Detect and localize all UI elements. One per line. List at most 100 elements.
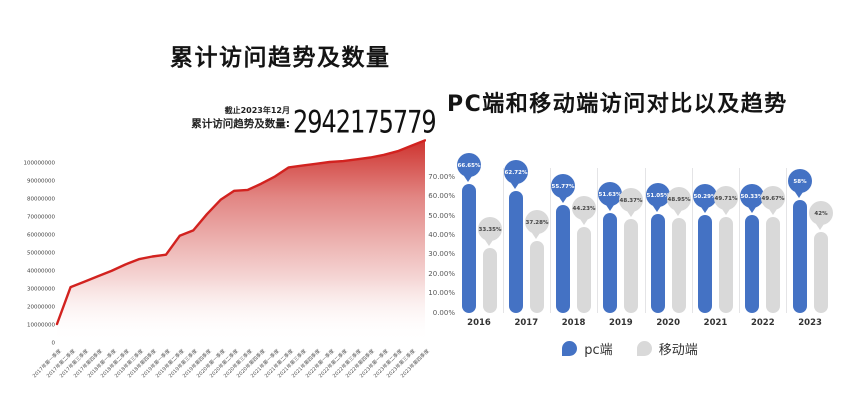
value-balloon-text: 42% xyxy=(814,209,828,216)
y-axis-tick-label: 30.00% xyxy=(428,250,455,259)
group-separator xyxy=(786,168,788,313)
value-balloon: 51.05% xyxy=(645,182,670,207)
value-balloon: 33.35% xyxy=(477,217,502,242)
bar-mobile[interactable] xyxy=(813,231,828,313)
value-balloon-tail xyxy=(795,192,804,199)
y-axis-tick-label: 40000000 xyxy=(27,266,55,274)
kpi-label: 累计访问趋势及数量: xyxy=(191,118,290,130)
y-axis-tick-label: 70000000 xyxy=(27,212,55,220)
y-axis-tick-label: 50.00% xyxy=(428,211,455,220)
value-balloon-tail xyxy=(626,211,635,218)
y-axis-tick-label: 10000000 xyxy=(27,320,55,328)
value-balloon-text: 62.72% xyxy=(504,169,528,176)
value-balloon-text: 51.63% xyxy=(598,190,622,198)
value-balloon-tail xyxy=(532,232,541,239)
value-balloon-text: 49.71% xyxy=(714,194,738,201)
right-chart-title: PC端和移动端访问对比以及趋势 xyxy=(447,92,788,117)
value-balloon-tail xyxy=(558,196,567,203)
value-balloon: 66.65% xyxy=(456,152,481,177)
y-axis-tick-label: 70.00% xyxy=(428,172,455,181)
kpi-caption: 截止2023年12月 xyxy=(224,106,290,115)
y-axis-tick-label: 50000000 xyxy=(27,248,55,256)
value-balloon: 50.33% xyxy=(740,184,765,209)
left-chart-title: 累计访问趋势及数量 xyxy=(170,45,391,71)
value-balloon-tail xyxy=(511,183,520,190)
kpi-value: 2942175779 xyxy=(293,104,437,141)
value-balloon: 51.63% xyxy=(598,181,623,206)
group-separator xyxy=(597,168,599,313)
bar-pc[interactable] xyxy=(698,215,712,313)
bar-mobile[interactable] xyxy=(719,216,733,313)
value-balloon-text: 51.05% xyxy=(646,191,670,199)
y-axis-tick-label: 90000000 xyxy=(27,176,55,184)
kpi-block: 截止2023年12月 累计访问趋势及数量: xyxy=(130,106,290,131)
area-fill xyxy=(57,140,425,342)
year-label: 2021 xyxy=(703,318,728,328)
group-separator xyxy=(691,168,693,313)
value-balloon-tail xyxy=(721,208,730,215)
y-axis-tick-label: 80000000 xyxy=(27,194,55,202)
value-balloon: 49.71% xyxy=(714,185,738,210)
bar-mobile[interactable] xyxy=(671,218,686,313)
legend-drop-icon xyxy=(636,341,652,356)
legend-item[interactable]: 移动端 xyxy=(636,339,698,358)
value-balloon-text: 50.33% xyxy=(740,193,764,200)
bar-mobile[interactable] xyxy=(766,216,781,313)
trend-line[interactable] xyxy=(55,139,426,326)
group-separator xyxy=(644,168,646,313)
value-balloon-text: 66.65% xyxy=(457,161,480,168)
value-balloon-tail xyxy=(653,205,662,212)
value-balloon: 48.95% xyxy=(666,187,691,212)
bar-pc[interactable] xyxy=(603,212,618,313)
bar-mobile[interactable] xyxy=(577,227,592,313)
bar-pc[interactable] xyxy=(461,183,476,313)
value-balloon: 55.77% xyxy=(551,173,576,198)
y-axis-tick-label: 40.00% xyxy=(428,230,455,239)
bar-pc[interactable] xyxy=(556,204,571,313)
year-label: 2022 xyxy=(750,318,775,328)
value-balloon-tail xyxy=(747,207,756,214)
value-balloon: 48.37% xyxy=(619,188,644,213)
year-label: 2020 xyxy=(656,318,681,328)
cumulative-area-chart[interactable] xyxy=(45,135,426,345)
group-separator xyxy=(502,168,504,313)
y-axis-tick-label: 20000000 xyxy=(27,302,55,310)
value-balloon-tail xyxy=(816,223,825,230)
value-balloon-tail xyxy=(768,208,777,215)
value-balloon: 44.23% xyxy=(572,196,597,221)
bar-pc[interactable] xyxy=(650,213,665,313)
bar-mobile[interactable] xyxy=(529,240,544,313)
year-label: 2018 xyxy=(561,318,586,328)
group-separator xyxy=(739,168,741,313)
value-balloon-tail xyxy=(605,204,614,211)
y-axis-tick-label: 30000000 xyxy=(27,284,55,292)
group-separator xyxy=(549,168,551,313)
legend-label: 移动端 xyxy=(658,343,698,358)
y-axis-tick-label: 100000000 xyxy=(23,158,56,166)
value-balloon-text: 44.23% xyxy=(572,204,596,212)
value-balloon: 62.72% xyxy=(503,160,528,185)
value-balloon-text: 49.67% xyxy=(761,194,785,201)
value-balloon: 42% xyxy=(808,200,833,225)
value-balloon-text: 48.37% xyxy=(619,196,643,204)
value-balloon-tail xyxy=(674,210,683,217)
legend-item[interactable]: pc端 xyxy=(562,339,613,358)
value-balloon-tail xyxy=(700,207,709,214)
value-balloon-text: 33.35% xyxy=(478,226,501,233)
bar-pc[interactable] xyxy=(792,200,807,313)
value-balloon: 50.29% xyxy=(693,184,717,209)
y-axis-tick-label: 60000000 xyxy=(27,230,55,238)
legend-label: pc端 xyxy=(584,343,613,358)
y-axis-tick-label: 0.00% xyxy=(432,308,455,317)
year-label: 2023 xyxy=(798,318,822,328)
value-balloon-text: 50.29% xyxy=(693,193,717,200)
value-balloon: 49.67% xyxy=(761,185,786,210)
bar-pc[interactable] xyxy=(508,191,523,313)
year-label: 2019 xyxy=(609,318,633,328)
bar-mobile[interactable] xyxy=(624,219,639,313)
value-balloon-text: 55.77% xyxy=(551,182,575,190)
year-label: 2016 xyxy=(467,318,491,328)
bar-mobile[interactable] xyxy=(482,248,497,313)
bar-pc[interactable] xyxy=(745,215,760,313)
